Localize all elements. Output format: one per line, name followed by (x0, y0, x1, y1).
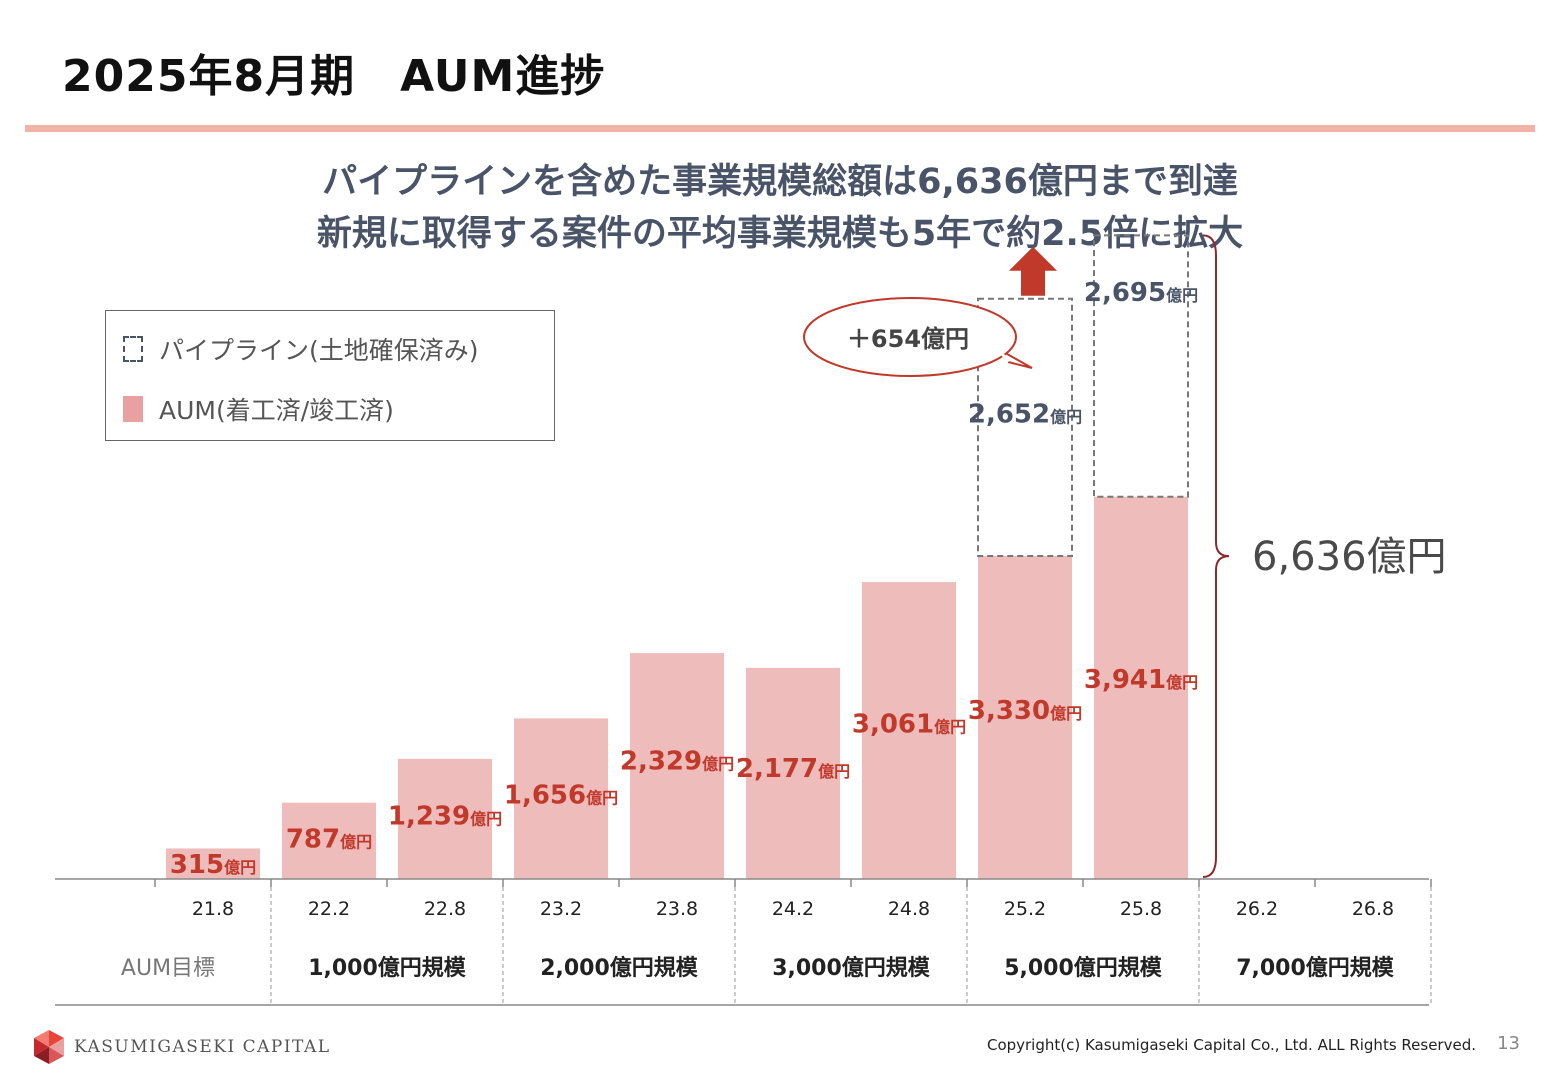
aum-value-label-24.2: 2,177億円 (736, 754, 850, 784)
aum-bar-22.2 (282, 802, 376, 879)
page-title: 2025年8月期 AUM進捗 (62, 51, 606, 102)
company-brand: KASUMIGASEKI CAPITAL (34, 1030, 331, 1064)
target-row-label: AUM目標 (121, 956, 215, 981)
legend-swatch-pipeline (123, 336, 143, 362)
pipeline-value-label-25.2: 2,652億円 (968, 399, 1082, 429)
aum-value-label-24.8: 3,061億円 (852, 710, 966, 740)
x-tick-label-21.8: 21.8 (192, 898, 234, 920)
aum-bar-25.2 (978, 556, 1072, 879)
aum-value-label-21.8: 315億円 (170, 850, 256, 880)
callout-bubble (803, 297, 1017, 377)
aum-value-label-22.8: 1,239億円 (388, 802, 502, 832)
target-group-label: 1,000億円規模 (308, 955, 467, 981)
pipeline-bar-25.2 (977, 297, 1073, 557)
title-divider (25, 125, 1535, 132)
chart-legend: パイプライン(土地確保済み) AUM(着工済/竣工済) (105, 310, 555, 441)
aum-bar-25.8 (1094, 496, 1188, 879)
aum-bar-22.8 (398, 758, 492, 879)
target-group-label: 7,000億円規模 (1236, 955, 1395, 981)
aum-bar-23.8 (630, 653, 724, 879)
x-tick-label-23.2: 23.2 (540, 898, 582, 920)
company-logo-icon (34, 1030, 64, 1064)
aum-bar-24.2 (746, 667, 840, 879)
x-tick-label-24.8: 24.8 (888, 898, 930, 920)
x-tick-label-26.2: 26.2 (1236, 898, 1278, 920)
aum-value-label-25.2: 3,330億円 (968, 696, 1082, 726)
x-tick-label-22.8: 22.8 (424, 898, 466, 920)
aum-bar-23.2 (514, 718, 608, 879)
legend-item-pipeline: パイプライン(土地確保済み) (123, 333, 479, 365)
up-arrow-icon (1009, 246, 1057, 296)
page-number: 13 (1497, 1033, 1520, 1054)
copyright-text: Copyright(c) Kasumigaseki Capital Co., L… (986, 1036, 1476, 1054)
total-value-label: 6,636億円 (1252, 534, 1447, 580)
aum-value-label-25.8: 3,941億円 (1084, 665, 1198, 695)
x-tick-label-25.8: 25.8 (1120, 898, 1162, 920)
legend-swatch-aum (123, 396, 143, 422)
aum-value-label-23.8: 2,329億円 (620, 747, 734, 777)
pipeline-bar-25.8 (1093, 234, 1189, 498)
callout-text: ＋654億円 (847, 325, 969, 353)
aum-value-label-23.2: 1,656億円 (504, 780, 618, 810)
x-tick-label-22.2: 22.2 (308, 898, 350, 920)
legend-label-aum: AUM(着工済/竣工済) (159, 396, 394, 425)
x-tick-label-23.8: 23.8 (656, 898, 698, 920)
headline-line-1: パイプラインを含めた事業規模総額は6,636億円まで到達 (322, 162, 1238, 202)
x-tick-label-26.8: 26.8 (1352, 898, 1394, 920)
aum-value-label-22.2: 787億円 (286, 824, 372, 854)
headline-line-2: 新規に取得する案件の平均事業規模も5年で約2.5倍に拡大 (316, 214, 1244, 254)
legend-item-aum: AUM(着工済/竣工済) (123, 393, 394, 425)
target-group-label: 5,000億円規模 (1004, 955, 1163, 981)
target-group-label: 3,000億円規模 (772, 955, 931, 981)
total-brace (1202, 234, 1230, 878)
legend-label-pipeline: パイプライン(土地確保済み) (159, 336, 479, 365)
target-group-label: 2,000億円規模 (540, 955, 699, 981)
aum-bar-21.8 (166, 848, 260, 879)
callout-tail (999, 349, 1033, 369)
x-tick-label-25.2: 25.2 (1004, 898, 1046, 920)
pipeline-value-label-25.8: 2,695億円 (1084, 278, 1198, 308)
aum-bar-24.8 (862, 582, 956, 879)
callout-tail-mask (994, 344, 1010, 363)
company-name: KASUMIGASEKI CAPITAL (74, 1037, 331, 1057)
x-tick-label-24.2: 24.2 (772, 898, 814, 920)
